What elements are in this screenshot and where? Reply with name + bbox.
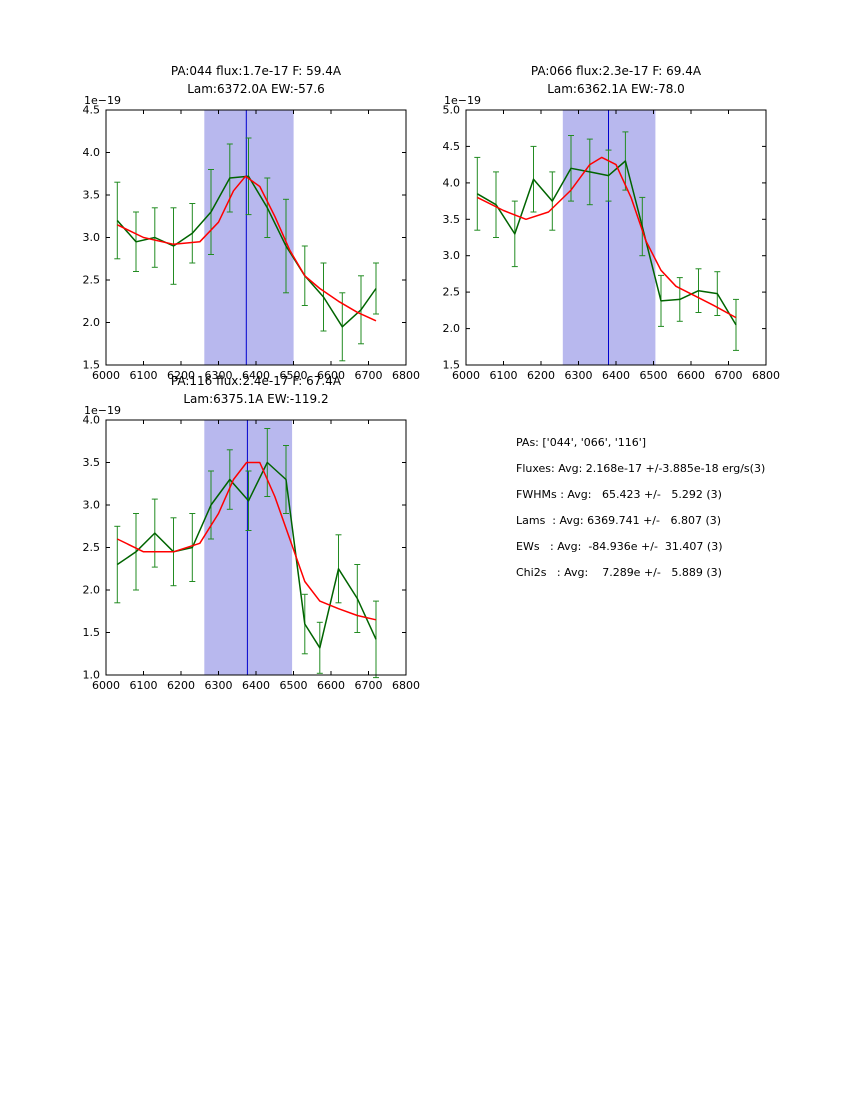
svg-text:3.5: 3.5 [83,456,101,469]
stats-line-lams: Lams : Avg: 6369.741 +/- 6.807 (3) [516,514,722,527]
svg-text:5.0: 5.0 [443,104,461,117]
stats-panel: PAs: ['044', '066', '116'] Fluxes: Avg: … [516,430,765,586]
svg-text:6500: 6500 [640,369,668,382]
plot-pa044: PA:044 flux:1.7e-17 F: 59.4A Lam:6372.0A… [66,60,426,390]
plot-title-line2: Lam:6375.1A EW:-119.2 [183,391,329,406]
svg-text:1e−19: 1e−19 [84,94,121,107]
svg-text:6700: 6700 [715,369,743,382]
plot-title-pa066: PA:066 flux:2.3e-17 F: 69.4A Lam:6362.1A… [466,63,766,98]
plot-canvas-pa116: 6000 6100 6200 6300 6400 6500 6600 6700 6800 1.0 1… [83,404,421,692]
svg-text:6700: 6700 [355,679,383,692]
svg-text:1.5: 1.5 [83,359,101,372]
stats-line-fluxes: Fluxes: Avg: 2.168e-17 +/-3.885e-18 erg/… [516,462,766,475]
plot-title-pa116: PA:116 flux:2.4e-17 F: 67.4A Lam:6375.1A… [106,373,406,408]
svg-text:1e−19: 1e−19 [444,94,481,107]
plot-canvas-pa066: 6000 6100 6200 6300 6400 6500 6600 6700 6800 1.5 2… [443,94,781,382]
svg-text:1.0: 1.0 [83,669,101,682]
svg-text:4.5: 4.5 [83,104,101,117]
svg-text:2.5: 2.5 [83,274,101,287]
svg-text:6300: 6300 [205,679,233,692]
svg-text:6000: 6000 [92,369,120,382]
stats-line-ews: EWs : Avg: -84.936e +/- 31.407 (3) [516,540,723,553]
svg-text:1.5: 1.5 [83,626,101,639]
svg-text:6100: 6100 [130,679,158,692]
svg-text:2.5: 2.5 [83,541,101,554]
svg-text:6000: 6000 [92,679,120,692]
svg-text:2.5: 2.5 [443,286,461,299]
svg-text:6600: 6600 [677,369,705,382]
svg-text:1.5: 1.5 [443,359,461,372]
svg-text:6500: 6500 [280,679,308,692]
svg-text:6200: 6200 [527,369,555,382]
plot-title-line1: PA:066 flux:2.3e-17 F: 69.4A [530,64,702,78]
svg-text:2.0: 2.0 [443,322,461,335]
svg-text:6800: 6800 [752,369,780,382]
svg-text:6400: 6400 [242,369,270,382]
svg-text:4.0: 4.0 [443,176,461,189]
plot-title-line2: Lam:6362.1A EW:-78.0 [547,81,685,96]
svg-text:6500: 6500 [280,369,308,382]
svg-text:6000: 6000 [452,369,480,382]
svg-text:6200: 6200 [167,369,195,382]
svg-text:6700: 6700 [355,369,383,382]
svg-text:6300: 6300 [565,369,593,382]
svg-text:4.0: 4.0 [83,146,101,159]
svg-text:3.0: 3.0 [83,231,101,244]
plot-pa066: PA:066 flux:2.3e-17 F: 69.4A Lam:6362.1A… [426,60,786,390]
svg-text:6600: 6600 [317,679,345,692]
svg-text:4.0: 4.0 [83,414,101,427]
svg-text:6800: 6800 [392,679,420,692]
svg-text:3.0: 3.0 [443,249,461,262]
svg-text:2.0: 2.0 [83,316,101,329]
plot-pa116: PA:116 flux:2.4e-17 F: 67.4A Lam:6375.1A… [66,370,426,700]
plot-title-line2: Lam:6372.0A EW:-57.6 [187,81,325,96]
svg-text:6100: 6100 [490,369,518,382]
stats-line-pas: PAs: ['044', '066', '116'] [516,436,647,449]
svg-text:1e−19: 1e−19 [84,404,121,417]
stats-line-fwhms: FWHMs : Avg: 65.423 +/- 5.292 (3) [516,488,722,501]
svg-text:6300: 6300 [205,369,233,382]
svg-text:6400: 6400 [242,679,270,692]
svg-text:6200: 6200 [167,679,195,692]
plot-canvas-pa044: 6000 6100 6200 6300 6400 6500 6600 6700 6800 1.5 2… [83,94,421,382]
plot-title-line1: PA:044 flux:1.7e-17 F: 59.4A [170,64,342,78]
svg-text:6400: 6400 [602,369,630,382]
plot-title-line1: PA:116 flux:2.4e-17 F: 67.4A [170,374,342,388]
svg-text:6600: 6600 [317,369,345,382]
svg-text:3.5: 3.5 [83,189,101,202]
plot-title-pa044: PA:044 flux:1.7e-17 F: 59.4A Lam:6372.0A… [106,63,406,98]
svg-text:3.0: 3.0 [83,499,101,512]
svg-text:6800: 6800 [392,369,420,382]
svg-text:2.0: 2.0 [83,584,101,597]
svg-text:3.5: 3.5 [443,213,461,226]
stats-line-chi2s: Chi2s : Avg: 7.289e +/- 5.889 (3) [516,566,722,579]
svg-text:6100: 6100 [130,369,158,382]
svg-text:4.5: 4.5 [443,140,461,153]
